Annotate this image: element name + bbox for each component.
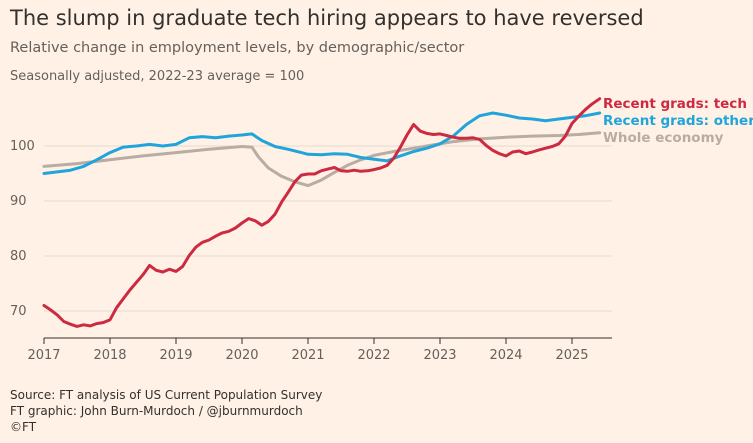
chart-title: The slump in graduate tech hiring appear… — [10, 6, 644, 30]
x-tick-label-2019: 2019 — [159, 348, 192, 363]
x-tick-label-2024: 2024 — [489, 348, 522, 363]
x-tick-label-2022: 2022 — [357, 348, 390, 363]
x-tick-label-2021: 2021 — [291, 348, 324, 363]
x-tick-label-2025: 2025 — [555, 348, 588, 363]
y-tick-label-100: 100 — [10, 139, 35, 154]
x-tick-label-2017: 2017 — [27, 348, 60, 363]
copyright: ©FT — [10, 420, 37, 434]
label-layer: 70 80 90 100 2017 2018 2019 2020 2021 2022 2023 202… — [10, 96, 753, 363]
source-note: Source: FT analysis of US Current Popula… — [10, 388, 323, 402]
series-line-recent-grads-other — [42, 111, 602, 175]
y-tick-label-90: 90 — [10, 194, 27, 209]
series-label-whole-economy: Whole economy — [603, 130, 724, 146]
x-tick-label-2020: 2020 — [225, 348, 258, 363]
chart-note: Seasonally adjusted, 2022-23 average = 1… — [10, 69, 305, 84]
series-label-recent-grads-other: Recent grads: other — [603, 113, 753, 129]
x-tick-label-2023: 2023 — [423, 348, 456, 363]
graphic-credit: FT graphic: John Burn-Murdoch / @jburnmu… — [10, 404, 303, 418]
series-layer — [42, 97, 602, 328]
series-label-recent-grads-tech: Recent grads: tech — [603, 96, 747, 112]
series-line-whole-economy — [42, 131, 602, 188]
series-line-recent-grads-tech — [42, 97, 602, 328]
chart-subtitle: Relative change in employment levels, by… — [10, 40, 465, 56]
grid-layer — [43, 145, 612, 344]
x-tick-label-2018: 2018 — [93, 348, 126, 363]
y-tick-label-70: 70 — [10, 304, 27, 319]
y-tick-label-80: 80 — [10, 249, 27, 264]
